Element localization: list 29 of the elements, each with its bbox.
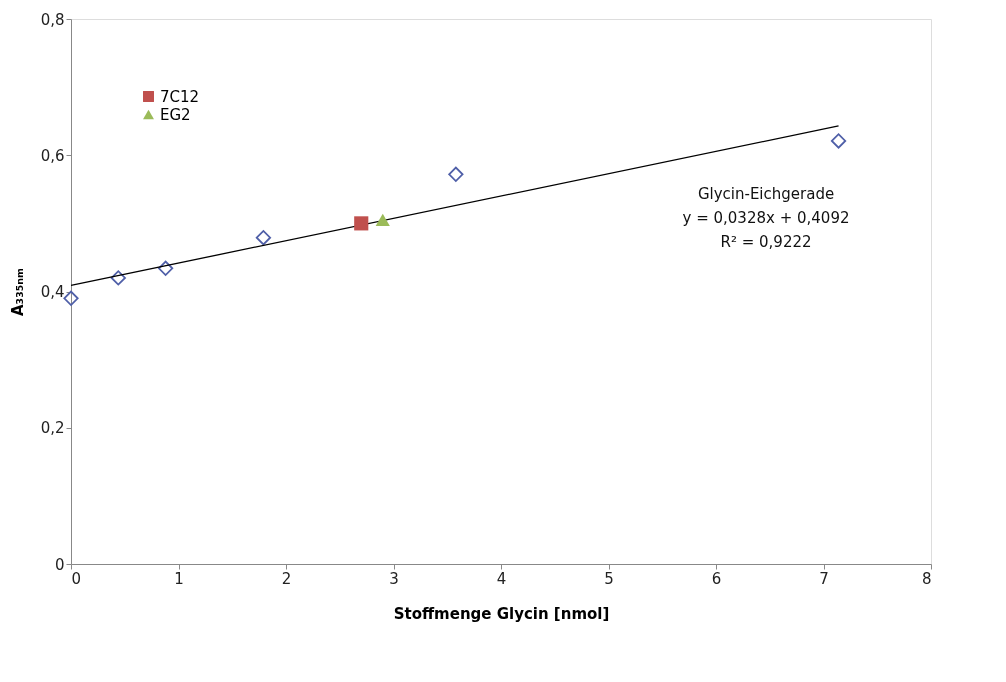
x-tick-label: 4 (496, 569, 507, 588)
point (354, 216, 369, 231)
x-tick-label: 6 (711, 569, 722, 588)
annotation: R² = 0,9222 (720, 233, 812, 251)
annotation: Glycin-Eichgerade (697, 185, 835, 203)
x-tick-label: 8 (921, 569, 932, 588)
y-tick-label: 0,8 (40, 10, 65, 29)
y-tick-label: 0 (54, 555, 65, 574)
point (375, 213, 390, 227)
x-tick-label: 7 (819, 569, 829, 588)
legend-label: EG2 (160, 105, 191, 124)
y-tick-label: 0,4 (40, 283, 65, 301)
x-axis-title: Stoffmenge Glycin [nmol] (393, 604, 610, 623)
x-tick-label: 5 (604, 569, 614, 588)
legend-label: 7C12 (160, 87, 200, 106)
y-tick-label: 0,6 (40, 146, 65, 165)
point (448, 166, 464, 182)
point (63, 290, 79, 306)
annotation: y = 0,0328x + 0,4092 (682, 209, 850, 227)
y-axis-title: A₃₃₅ₙₘ (8, 267, 27, 317)
x-tick-label: 1 (174, 569, 184, 588)
x-tick-label: 2 (281, 569, 292, 588)
x-tick-label: 3 (389, 569, 399, 588)
point (157, 260, 174, 276)
y-tick-label: 0,2 (40, 419, 65, 438)
point (830, 133, 847, 149)
point (110, 270, 126, 286)
point (255, 230, 272, 246)
x-tick-label: 0 (71, 569, 82, 588)
